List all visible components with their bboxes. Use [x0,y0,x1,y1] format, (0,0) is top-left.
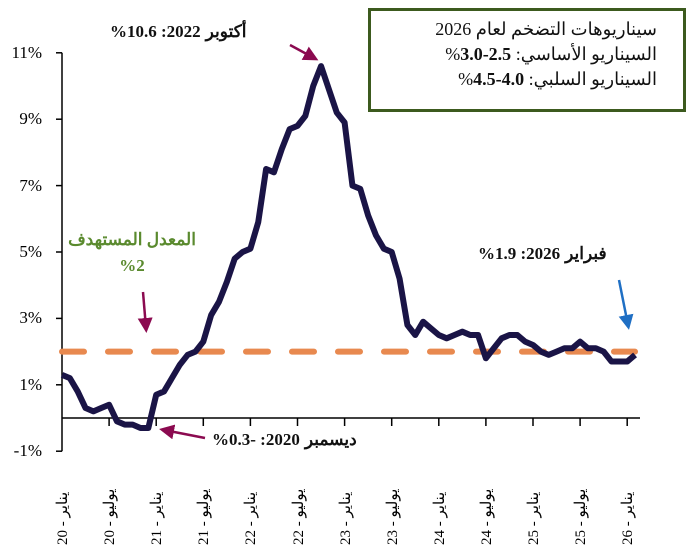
latest-annotation: %1.9 :2026 فبراير [478,244,607,264]
x-tick-label: 26 - يناير [620,491,637,545]
peak-arrow [289,43,319,61]
x-tick-label: 24 - يناير [431,491,448,545]
base-value: 3.0-2.5 [460,44,512,64]
x-tick-label: 22 - يناير [243,491,260,545]
x-tick-label: 24 - يوليو [478,488,495,545]
trough-value: %0.3- :2020 [212,430,300,449]
legend-title: سيناريوهات التضخم لعام 2026 [435,19,657,39]
y-tick-label: 9% [19,109,42,129]
neg-value: 4.5-4.0 [473,69,525,89]
peak-annotation: %10.6 :2022 أكتوبر [110,22,247,42]
x-tick-label: 20 - يوليو [102,488,119,545]
base-pct: % [445,44,461,64]
legend-negative-scenario: السيناريو السلبي: 4.5-4.0% [381,67,657,92]
target-annotation: المعدل المستهدف %2 [62,230,202,276]
peak-label: أكتوبر [205,22,247,41]
latest-arrow [617,279,634,330]
y-tick-label: -1% [13,441,42,461]
trough-arrow [159,424,206,440]
y-tick-label: 11% [11,42,42,62]
latest-value: %1.9 :2026 [478,244,561,263]
x-tick-label: 23 - يوليو [384,488,401,545]
y-tick-label: 5% [19,242,42,261]
x-tick-label: 25 - يناير [526,491,542,545]
x-tick-label: 20 - يناير [55,491,71,545]
y-tick-label: 7% [19,175,42,195]
target-label: المعدل المستهدف [68,230,196,249]
inflation-line [60,63,637,431]
trough-label: ديسمبر [304,430,357,449]
legend-base-scenario: السيناريو الأساسي: 3.0-2.5% [381,42,657,67]
peak-value: %10.6 :2022 [110,22,201,41]
base-label: السيناريو الأساسي: [511,44,657,64]
trough-annotation: %0.3- :2020 ديسمبر [212,430,357,450]
target-value: %2 [119,256,145,275]
y-tick-label: 1% [19,374,42,394]
scenario-legend: سيناريوهات التضخم لعام 2026 السيناريو ال… [368,8,686,112]
x-tick-label: 21 - يوليو [196,488,213,545]
neg-pct: % [458,69,474,89]
x-tick-label: 25 - يوليو [573,488,590,545]
x-tick-label: 22 - يوليو [290,488,307,545]
x-tick-label: 21 - يناير [149,491,166,545]
target-arrow [137,291,153,333]
x-tick-label: 23 - يناير [337,491,354,545]
neg-label: السيناريو السلبي: [524,69,657,89]
y-tick-label: 3% [19,308,42,328]
latest-label: فبراير [565,244,607,263]
